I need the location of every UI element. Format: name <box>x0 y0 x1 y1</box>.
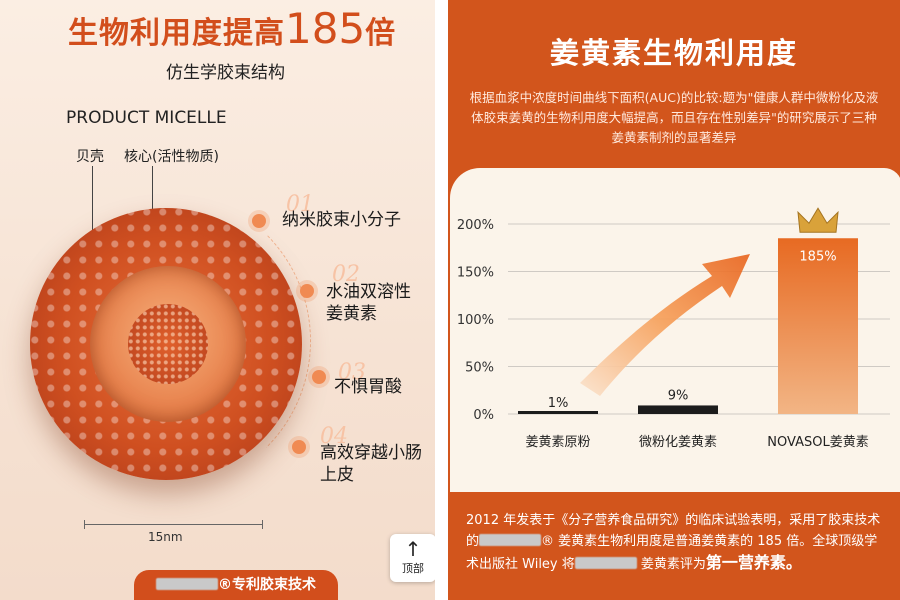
growth-arrow-graphic <box>580 254 750 396</box>
feature-dot-4 <box>292 440 306 454</box>
feature-num-2: 02 <box>332 262 360 287</box>
headline-prefix: 生物利用度提高 <box>68 16 285 51</box>
footer-part3: 姜黄素评为 <box>636 557 706 572</box>
label-shell: 贝壳 <box>76 149 104 165</box>
right-title: 姜黄素生物利用度 <box>549 36 798 70</box>
y-tick-label: 100% <box>457 313 494 328</box>
brand-redacted <box>156 578 218 590</box>
feature-arc <box>60 190 311 492</box>
micelle-cavity <box>90 266 246 422</box>
x-category-label: 微粉化姜黄素 <box>639 435 717 450</box>
feature-num-4: 04 <box>320 424 348 449</box>
footer-brand-redacted-2 <box>574 557 637 569</box>
footer-highlight: 第一营养素。 <box>705 553 802 572</box>
feature-text-4: 高效穿越小肠 上皮 <box>320 443 422 485</box>
micelle-core <box>128 304 208 384</box>
right-panel: 姜黄素生物利用度 根据血浆中浓度时间曲线下面积(AUC)的比较:题为"健康人群中… <box>448 0 900 600</box>
bar-value-label: 185% <box>799 249 836 264</box>
study-footer: 2012 年发表于《分子营养食品研究》的临床试验表明，采用了胶束技术的 ® 姜黄素… <box>466 510 886 575</box>
scale-tick-right <box>262 520 263 529</box>
footer-symbol: ® <box>541 534 555 549</box>
feature-text-3: 不惧胃酸 <box>334 377 402 397</box>
arrow-up-icon: ↑ <box>404 537 422 561</box>
micelle-sphere-image <box>30 208 302 480</box>
feature-num-1: 01 <box>286 192 314 217</box>
feature-dot-1 <box>252 214 266 228</box>
feature-dot-2 <box>300 284 314 298</box>
footer-part1: 2012 年发表于《分子营养食品研究》的临床试验表明，采用了胶束技术的 <box>466 513 881 549</box>
study-intro: 根据血浆中浓度时间曲线下面积(AUC)的比较:题为"健康人群中微粉化及液体胶束姜… <box>469 90 879 145</box>
headline-suffix: 倍 <box>365 16 397 51</box>
feature-dot-3 <box>312 370 326 384</box>
patent-symbol: ® <box>218 577 232 593</box>
bar-3 <box>778 238 858 414</box>
bar-2 <box>638 405 718 414</box>
back-to-top-label: 顶部 <box>402 562 424 575</box>
back-to-top-button[interactable]: ↑ 顶部 <box>390 534 435 582</box>
crown-icon <box>797 207 839 233</box>
y-tick-label: 200% <box>457 218 494 233</box>
y-tick-label: 50% <box>465 361 494 376</box>
scale-bar <box>84 524 262 525</box>
feature-num-3: 03 <box>338 360 366 385</box>
scale-label: 15nm <box>148 530 183 544</box>
y-tick-label: 150% <box>457 266 494 281</box>
headline-number: 185 <box>285 4 366 53</box>
chart-card: 0% 50% 100% 150% 200% 1% 姜黄素原粉 9% 微粉化姜黄素 185% NOVA… <box>450 168 900 492</box>
x-category-label: 姜黄素原粉 <box>525 435 590 450</box>
patent-label: 专利胶束技术 <box>232 577 316 593</box>
x-category-label: NOVASOL姜黄素 <box>767 435 868 450</box>
label-core: 核心(活性物质) <box>124 149 219 165</box>
feature-text-2: 水油双溶性 姜黄素 <box>326 282 411 324</box>
bioavailability-chart: 0% 50% 100% 150% 200% 1% 姜黄素原粉 9% 微粉化姜黄素 185% NOVA… <box>457 207 890 450</box>
patent-badge: ®专利胶束技术 <box>134 570 338 600</box>
feature-text-1: 纳米胶束小分子 <box>282 210 401 230</box>
footer-brand-redacted-1 <box>479 534 542 546</box>
subhead: 仿生学胶束结构 <box>166 63 285 83</box>
bar-1 <box>518 411 598 414</box>
footer-part2: 姜黄素生物利用度是普通姜黄素的 185 倍。全球顶级学术出版社 Wiley 将 <box>466 534 878 572</box>
bar-value-label: 1% <box>548 396 569 411</box>
micelle-title: PRODUCT MICELLE <box>66 108 227 128</box>
headline: 生物利用度提高185倍 <box>68 4 396 53</box>
left-panel: 生物利用度提高185倍 仿生学胶束结构 PRODUCT MICELLE 贝壳 核… <box>0 0 435 600</box>
bar-value-label: 9% <box>668 388 689 403</box>
y-tick-label: 0% <box>473 408 494 423</box>
scale-tick-left <box>84 520 85 529</box>
